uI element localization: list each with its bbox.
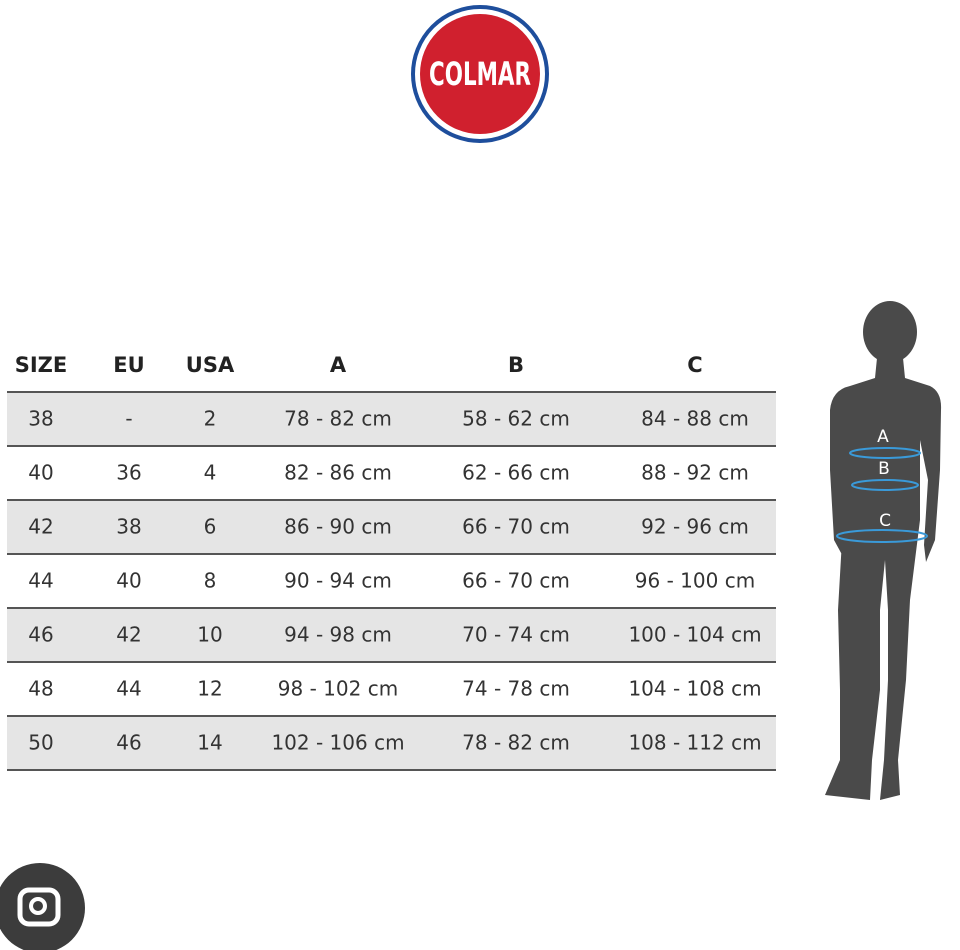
logo: COLMAR — [411, 5, 549, 143]
row-band — [7, 716, 776, 770]
measure-b — [851, 479, 919, 491]
figure-label: A — [877, 427, 889, 447]
cell: 44 — [116, 677, 141, 701]
measure-a — [849, 447, 921, 459]
cell: 2 — [204, 407, 217, 431]
cell: 88 - 92 cm — [641, 461, 749, 485]
cell: 42 — [116, 623, 141, 647]
cell: 104 - 108 cm — [628, 677, 761, 701]
cell: 94 - 98 cm — [284, 623, 392, 647]
cell: 66 - 70 cm — [462, 569, 570, 593]
column-header: SIZE — [15, 353, 68, 377]
lens-icon — [17, 887, 61, 927]
size-table: SIZE EU USA A B C 38 - 2 78 - 82 cm 58 - 62 cm 84 -… — [7, 353, 776, 771]
lens-circle[interactable] — [0, 863, 85, 950]
cell: 46 — [116, 731, 141, 755]
cell: 102 - 106 cm — [271, 731, 404, 755]
column-header: B — [508, 353, 524, 377]
column-header: C — [687, 353, 702, 377]
cell: - — [125, 407, 132, 431]
cell: 58 - 62 cm — [462, 407, 570, 431]
column-header: USA — [186, 353, 235, 377]
logo-text: COLMAR — [429, 56, 531, 94]
cell: 82 - 86 cm — [284, 461, 392, 485]
measure-c — [836, 529, 928, 543]
cell: 92 - 96 cm — [641, 515, 749, 539]
cell: 48 — [28, 677, 53, 701]
cell: 4 — [204, 461, 217, 485]
cell: 108 - 112 cm — [628, 731, 761, 755]
cell: 66 - 70 cm — [462, 515, 570, 539]
head — [863, 301, 917, 363]
cell: 90 - 94 cm — [284, 569, 392, 593]
cell: 78 - 82 cm — [462, 731, 570, 755]
cell: 100 - 104 cm — [628, 623, 761, 647]
cell: 46 — [28, 623, 53, 647]
cell: 10 — [197, 623, 222, 647]
lens-dot — [29, 897, 47, 915]
body — [825, 358, 942, 800]
column-header: EU — [113, 353, 144, 377]
cell: 62 - 66 cm — [462, 461, 570, 485]
figure-label: C — [879, 511, 891, 531]
cell: 12 — [197, 677, 222, 701]
cell: 78 - 82 cm — [284, 407, 392, 431]
cell: 86 - 90 cm — [284, 515, 392, 539]
cell: 44 — [28, 569, 53, 593]
cell: 6 — [204, 515, 217, 539]
column-header: A — [330, 353, 347, 377]
cell: 74 - 78 cm — [462, 677, 570, 701]
lens-button[interactable] — [0, 863, 85, 950]
cell: 40 — [28, 461, 53, 485]
cell: 96 - 100 cm — [635, 569, 755, 593]
silhouette: A B C — [825, 301, 942, 800]
cell: 84 - 88 cm — [641, 407, 749, 431]
cell: 42 — [28, 515, 53, 539]
figure-label: B — [878, 459, 890, 479]
row-band — [7, 608, 776, 662]
cell: 36 — [116, 461, 141, 485]
cell: 8 — [204, 569, 217, 593]
cell: 14 — [197, 731, 222, 755]
cell: 50 — [28, 731, 53, 755]
cell: 40 — [116, 569, 141, 593]
cell: 38 — [28, 407, 53, 431]
cell: 98 - 102 cm — [278, 677, 398, 701]
logo-disc — [420, 14, 540, 134]
cell: 70 - 74 cm — [462, 623, 570, 647]
row-band — [7, 500, 776, 554]
cell: 38 — [116, 515, 141, 539]
row-band — [7, 392, 776, 446]
